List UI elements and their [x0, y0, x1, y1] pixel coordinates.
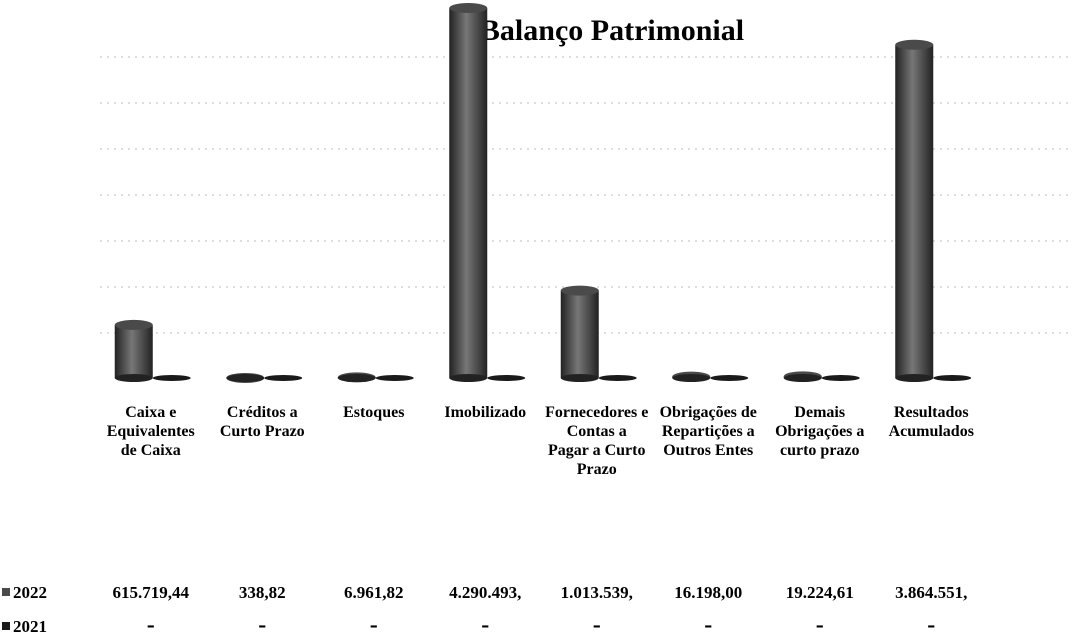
x-tick-label: Obrigações de Repartições a Outros Entes	[659, 404, 757, 459]
data-label: 19.224,61	[786, 583, 854, 602]
bar-cap	[895, 39, 934, 50]
bar	[152, 375, 191, 381]
data-label: 615.719,44	[113, 583, 190, 602]
bar-group	[672, 371, 749, 382]
bar-group	[783, 371, 860, 382]
bar	[933, 375, 972, 381]
x-tick-label: Fornecedores e Contas a Pagar a Curto Pr…	[545, 404, 649, 478]
bar-base	[449, 374, 488, 382]
bar-group	[226, 372, 303, 383]
data-label: 3.864.551,	[895, 583, 967, 602]
bar-group	[337, 372, 414, 383]
bar-group	[560, 285, 637, 382]
data-label: -	[593, 612, 601, 638]
x-tick-label: Demais Obrigações a curto prazo	[775, 404, 865, 459]
legend-label: 2022	[13, 583, 47, 602]
data-label: 1.013.539,	[561, 583, 633, 602]
bar-base	[114, 374, 153, 382]
data-label: 338,82	[239, 583, 286, 602]
bar	[487, 375, 526, 381]
bar-cap	[449, 3, 488, 13]
bar-cap	[114, 319, 153, 330]
bar-base	[672, 374, 711, 382]
x-tick-label: Créditos a Curto Prazo	[219, 404, 305, 440]
bar	[449, 8, 488, 378]
data-label: -	[370, 612, 378, 638]
bar-cap	[560, 285, 599, 296]
bar-group	[895, 39, 972, 382]
data-label: -	[816, 612, 824, 638]
bar	[821, 375, 860, 381]
x-tick-label: Caixa e Equivalentes de Caixa	[106, 404, 195, 459]
bar-base	[560, 374, 599, 382]
bar	[264, 375, 303, 381]
bar-group	[449, 3, 526, 382]
data-label: -	[258, 612, 266, 638]
data-label: -	[927, 612, 935, 638]
bar-base	[895, 374, 934, 382]
x-tick-label: Resultados Acumulados	[888, 404, 974, 440]
x-tick-label: Estoques	[343, 404, 405, 421]
bar	[560, 290, 599, 378]
bar	[375, 375, 414, 381]
data-label: 4.290.493,	[449, 583, 521, 602]
legend-label: 2021	[13, 617, 47, 636]
bar-base	[226, 374, 265, 382]
data-label: -	[481, 612, 489, 638]
data-label: 16.198,00	[674, 583, 742, 602]
data-label: -	[147, 612, 155, 638]
bar-group	[114, 319, 191, 382]
legend-swatch	[2, 622, 10, 630]
bar-base	[337, 374, 376, 382]
data-label: 6.961,82	[344, 583, 404, 602]
chart-title: Balanço Patrimonial	[480, 14, 744, 47]
bar	[895, 44, 934, 379]
x-tick-label: Imobilizado	[444, 404, 527, 421]
legend-swatch	[2, 588, 10, 596]
data-label: -	[704, 612, 712, 638]
bar	[598, 375, 637, 381]
bar-base	[783, 374, 822, 382]
bar	[114, 324, 153, 378]
bar	[710, 375, 749, 381]
